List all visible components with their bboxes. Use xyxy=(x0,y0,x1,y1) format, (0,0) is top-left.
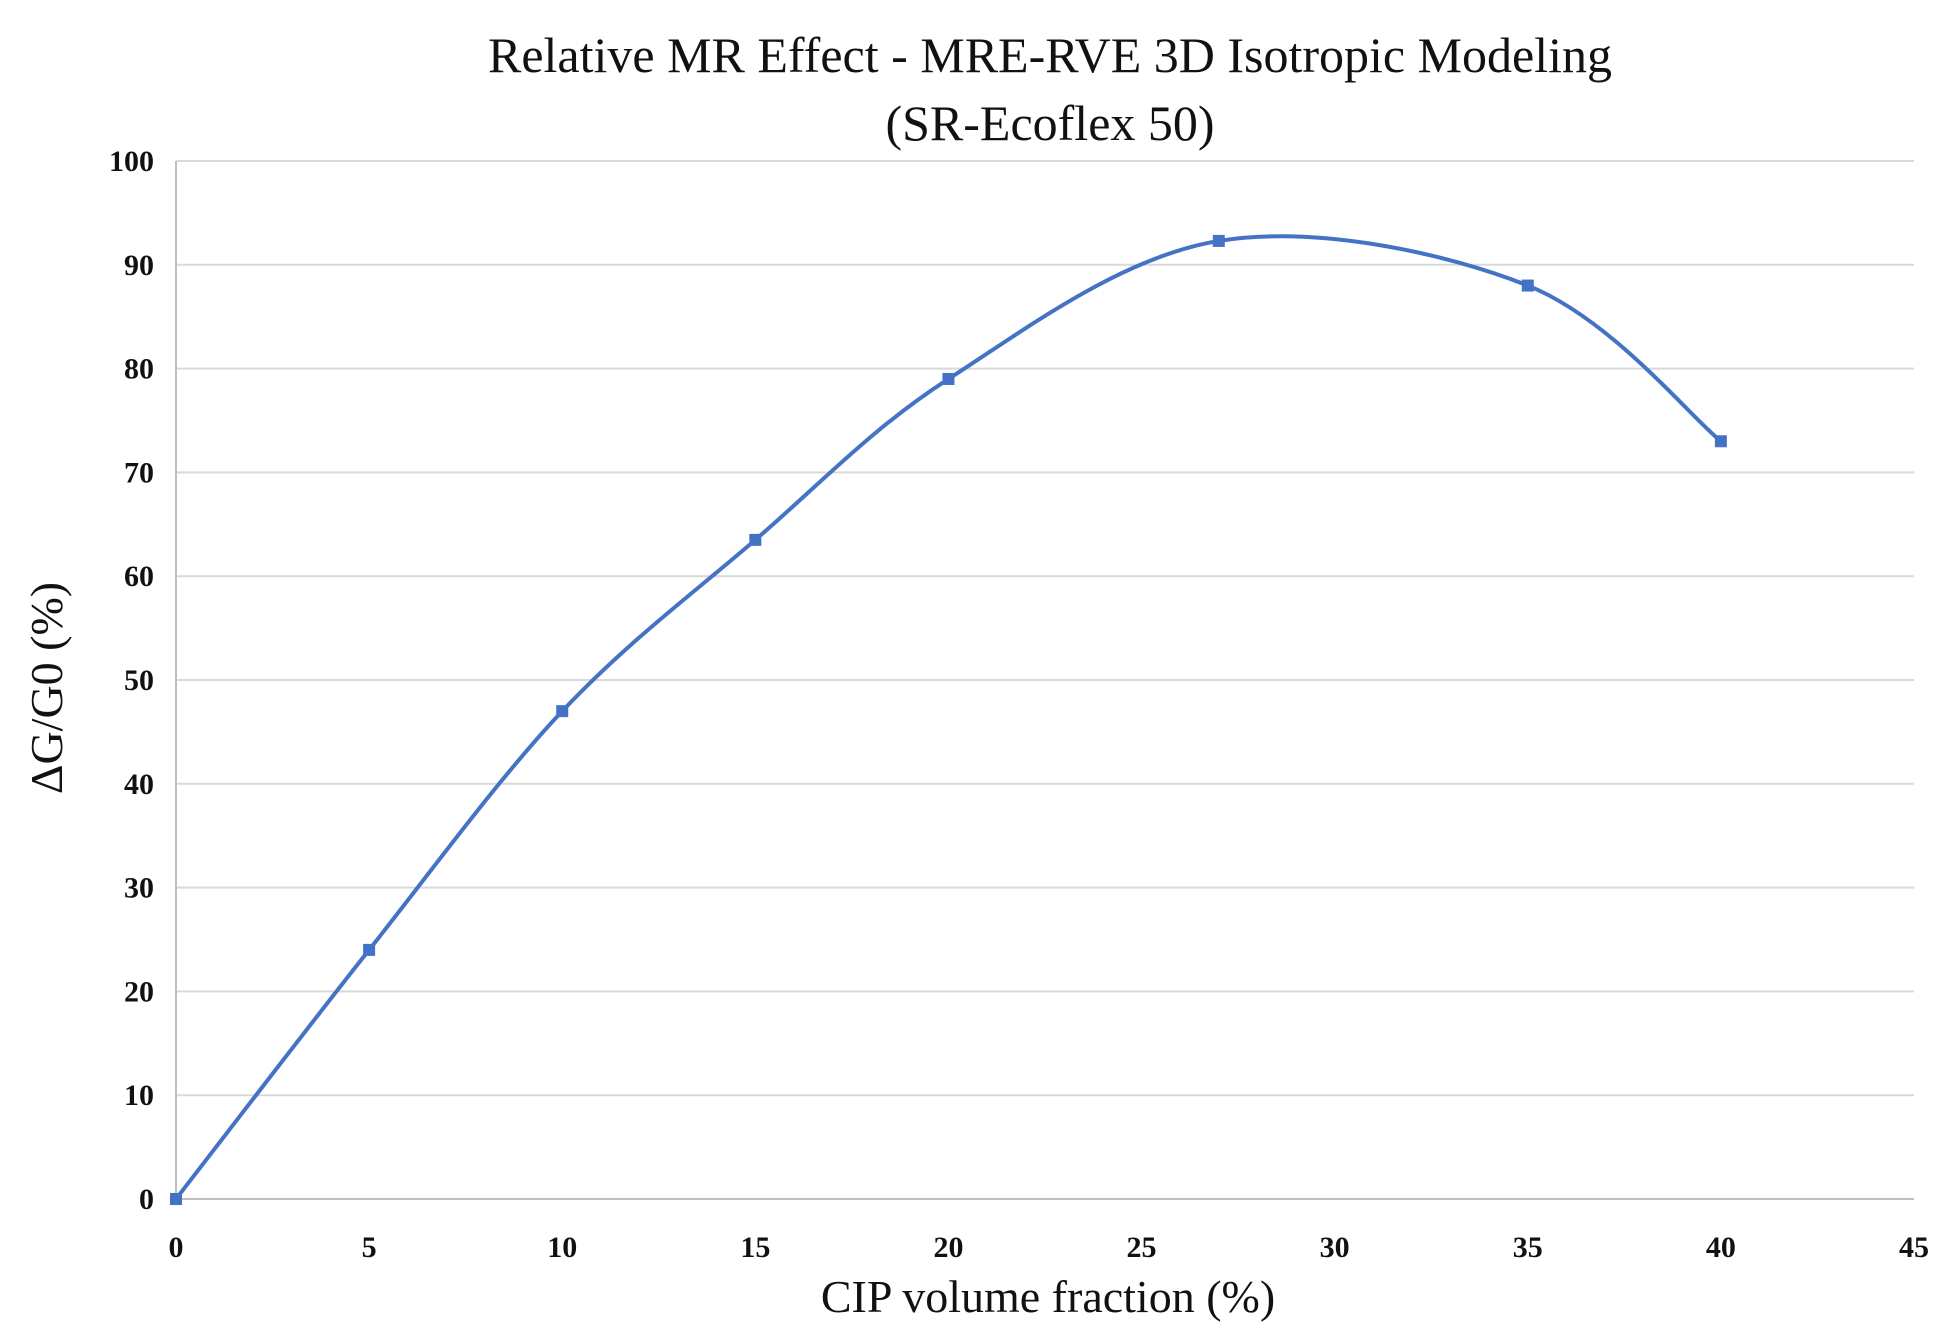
x-tick-label: 40 xyxy=(1706,1231,1736,1264)
y-tick-label: 90 xyxy=(124,249,154,282)
y-tick-label: 80 xyxy=(124,353,154,386)
y-tick-label: 30 xyxy=(124,872,154,905)
data-point-marker xyxy=(1212,234,1225,247)
x-axis-title: CIP volume fraction (%) xyxy=(821,1271,1275,1322)
x-axis-ticks: 0 5 10 15 20 25 30 35 40 45 xyxy=(169,1231,1930,1264)
data-point-marker xyxy=(1521,279,1534,292)
x-tick-label: 0 xyxy=(169,1231,184,1264)
y-axis-title: ΔG/G0 (%) xyxy=(21,582,72,794)
y-tick-label: 0 xyxy=(139,1183,154,1216)
x-tick-label: 30 xyxy=(1320,1231,1350,1264)
gridlines xyxy=(176,160,1914,1097)
axes xyxy=(175,161,1914,1200)
y-tick-label: 10 xyxy=(124,1079,154,1112)
data-point-marker xyxy=(363,943,376,956)
x-tick-label: 5 xyxy=(362,1231,377,1264)
y-tick-label: 20 xyxy=(124,975,154,1008)
data-point-marker xyxy=(556,705,569,718)
x-tick-label: 15 xyxy=(740,1231,770,1264)
y-tick-label: 70 xyxy=(124,456,154,489)
y-tick-label: 100 xyxy=(109,145,154,178)
data-point-marker xyxy=(749,533,762,546)
x-tick-label: 20 xyxy=(933,1231,963,1264)
y-tick-label: 50 xyxy=(124,664,154,697)
data-point-marker xyxy=(1714,435,1727,448)
y-axis-ticks: 0 10 20 30 40 50 60 70 80 90 100 xyxy=(109,145,154,1216)
x-tick-label: 25 xyxy=(1127,1231,1157,1264)
x-tick-label: 10 xyxy=(547,1231,577,1264)
x-tick-label: 45 xyxy=(1899,1231,1929,1264)
data-point-marker xyxy=(942,372,955,385)
data-series xyxy=(170,234,1727,1205)
x-tick-label: 35 xyxy=(1513,1231,1543,1264)
chart-subtitle: (SR-Ecoflex 50) xyxy=(885,95,1214,151)
chart-title: Relative MR Effect - MRE-RVE 3D Isotropi… xyxy=(488,27,1612,83)
data-point-marker xyxy=(170,1193,182,1205)
y-tick-label: 40 xyxy=(124,768,154,801)
series-line xyxy=(174,234,1723,1201)
y-tick-label: 60 xyxy=(124,560,154,593)
